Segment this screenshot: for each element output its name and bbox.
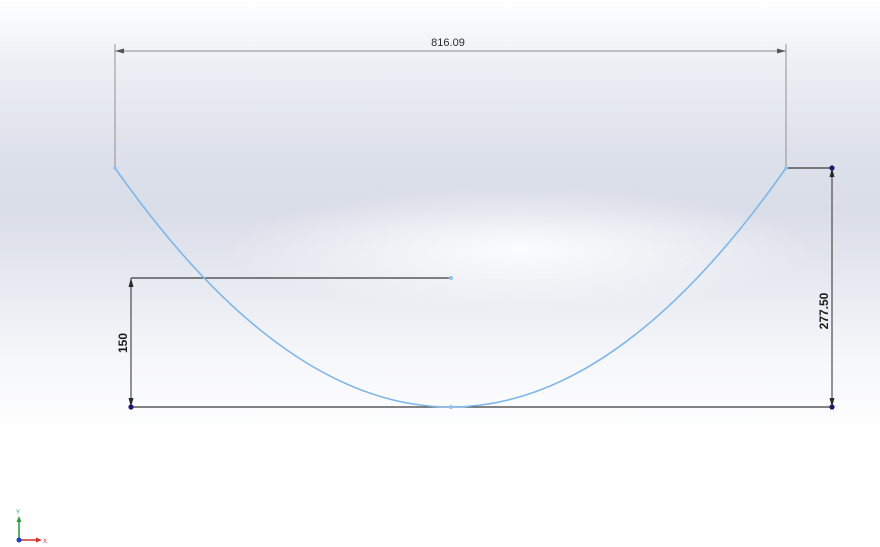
line-height-dimension-text[interactable]: 150 bbox=[116, 333, 130, 353]
width-dimension-text[interactable]: 816.09 bbox=[431, 37, 465, 49]
x-axis-label: X bbox=[43, 539, 47, 545]
curve-end-point[interactable] bbox=[784, 166, 788, 170]
curve-start-point[interactable] bbox=[113, 166, 117, 170]
arrow-left-icon bbox=[115, 48, 124, 54]
line-height-dimension[interactable]: 150 bbox=[116, 278, 134, 407]
arc-height-dimension[interactable]: 277.50 bbox=[817, 168, 835, 407]
baseline-left-point[interactable] bbox=[128, 404, 134, 410]
arrow-right-icon bbox=[777, 48, 786, 54]
top-right-point[interactable] bbox=[829, 165, 835, 171]
parabola-curve[interactable] bbox=[114, 167, 787, 408]
origin-icon bbox=[16, 537, 22, 543]
arrow-down-icon bbox=[128, 398, 134, 407]
baseline-right-point[interactable] bbox=[829, 404, 835, 410]
arrow-down-icon bbox=[829, 398, 835, 407]
y-axis-label: Y bbox=[16, 510, 20, 516]
width-dimension[interactable]: 816.09 bbox=[114, 37, 787, 168]
reference-triad-icon: Y X bbox=[16, 510, 47, 545]
line-end-point[interactable] bbox=[449, 276, 453, 280]
arrow-up-icon bbox=[128, 278, 134, 287]
arc-height-dimension-text[interactable]: 277.50 bbox=[817, 292, 831, 329]
arrow-up-icon bbox=[829, 168, 835, 177]
curve-vertex-point[interactable] bbox=[449, 405, 453, 409]
